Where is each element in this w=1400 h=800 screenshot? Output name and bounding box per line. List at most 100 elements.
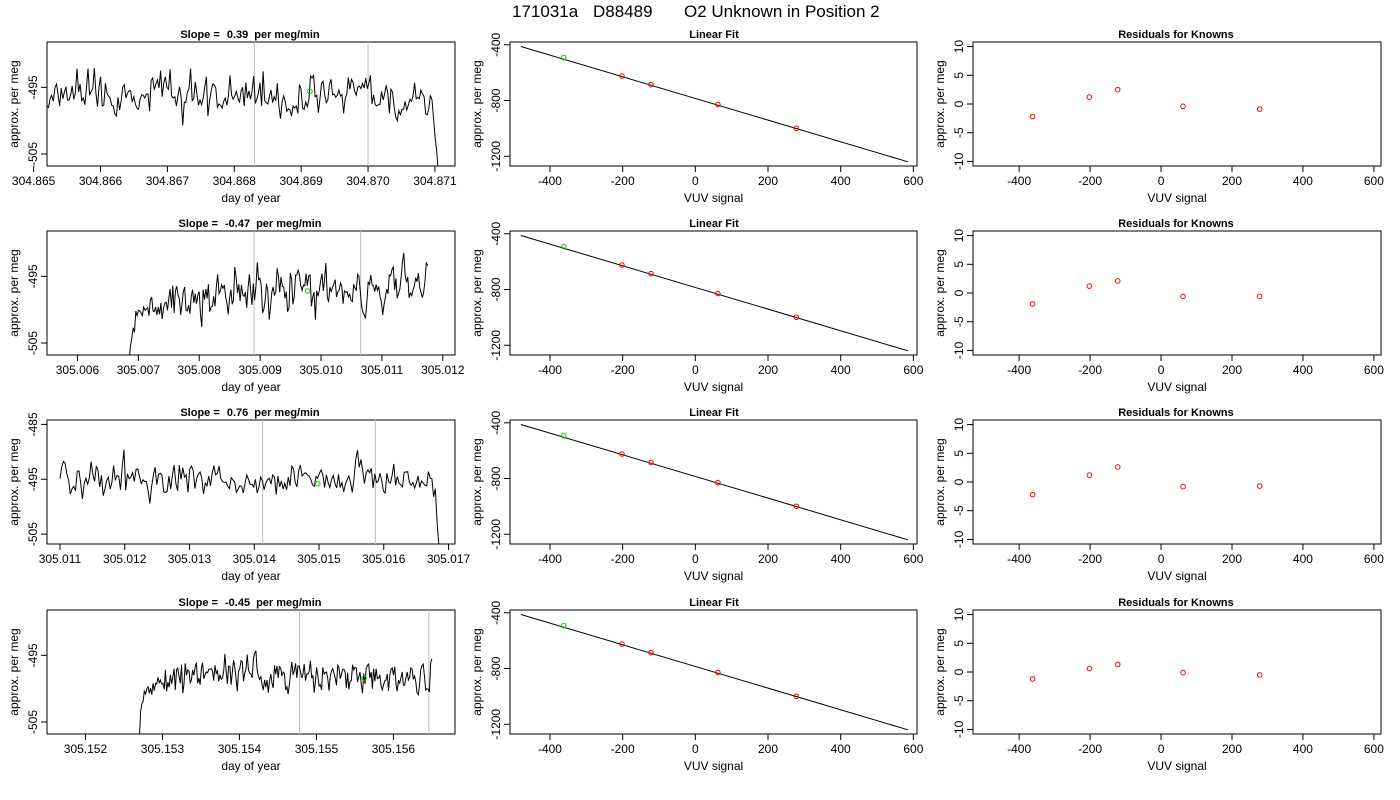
panel-row1-resid: Residuals for Knowns -400 -200 0 200 400 600 10…: [933, 29, 1384, 205]
known-point: [1180, 669, 1186, 676]
panel-title: Slope = 0.39 per meg/min: [180, 29, 320, 41]
plot-frame: [46, 230, 456, 356]
plot-frame: [46, 419, 456, 545]
y-tick-label: -5: [952, 316, 966, 327]
slope-value: 0.39: [227, 29, 248, 41]
slope-prefix: Slope =: [180, 407, 223, 419]
plot-frame: [509, 230, 918, 356]
known-point: [648, 649, 654, 656]
known-point: [715, 290, 721, 297]
plot-frame: [509, 419, 918, 545]
y-tick-label: -1200: [489, 709, 503, 740]
x-tick-label: -400: [1007, 174, 1031, 188]
y-tick-label: 10: [952, 418, 966, 432]
panel-title: Residuals for Knowns: [1118, 407, 1234, 419]
plot-frame: [972, 230, 1382, 356]
unknown-point: [307, 88, 313, 95]
plot-frame: [46, 41, 456, 167]
panel-title: Residuals for Knowns: [1118, 29, 1234, 41]
plot-area: [129, 231, 429, 355]
panel-title: Slope = -0.45 per meg/min: [179, 597, 322, 609]
y-tick-label: 0: [952, 289, 966, 296]
x-tick-label: 200: [758, 742, 778, 756]
x-tick-label: 400: [831, 742, 851, 756]
y-tick-label: -10: [952, 152, 966, 170]
x-tick-label: 305.011: [361, 363, 404, 377]
known-point: [1086, 94, 1093, 100]
y-tick-label: 10: [952, 40, 966, 54]
x-tick-label: -400: [1007, 742, 1031, 756]
y-tick-label: -505: [26, 331, 40, 355]
x-axis-label: VUV signal: [684, 191, 743, 205]
plot-area: [520, 613, 909, 731]
known-point: [1256, 293, 1263, 300]
sample-id: D88489: [593, 2, 653, 21]
panel-title: Residuals for Knowns: [1118, 218, 1234, 230]
y-tick-label: -10: [952, 530, 966, 548]
unknown-point: [361, 675, 367, 681]
x-tick-label: 305.010: [299, 363, 343, 377]
x-tick-label: 400: [1293, 552, 1313, 566]
plot-area: [1029, 661, 1263, 682]
x-tick-label: 304.868: [213, 174, 257, 188]
signal-trace: [129, 252, 429, 355]
plot-area: [47, 42, 439, 166]
plot-area: [520, 45, 909, 163]
x-tick-label: 200: [758, 363, 778, 377]
known-point: [793, 503, 800, 510]
panel-title: Linear Fit: [689, 29, 739, 41]
y-tick-label: -10: [952, 341, 966, 359]
figure-description: O2 Unknown in Position 2: [684, 2, 880, 21]
x-tick-label: 0: [692, 742, 699, 756]
x-tick-label: -400: [538, 552, 562, 566]
fit-line: [520, 423, 909, 541]
x-axis-label: VUV signal: [684, 569, 743, 583]
x-tick-label: 400: [831, 363, 851, 377]
y-tick-label: 5: [952, 72, 966, 79]
x-tick-label: 305.153: [141, 742, 185, 756]
slope-value: -0.47: [225, 218, 250, 230]
x-tick-label: 305.012: [103, 552, 147, 566]
plot-frame: [46, 609, 456, 735]
y-axis-label: approx. per meg: [470, 60, 484, 147]
y-tick-label: -400: [489, 600, 503, 624]
x-tick-label: 305.015: [297, 552, 341, 566]
y-axis-label: approx. per meg: [7, 438, 21, 525]
x-tick-label: 305.008: [178, 363, 222, 377]
run-id: 171031a: [512, 2, 579, 21]
x-axis-label: VUV signal: [684, 380, 743, 394]
y-axis-label: approx. per meg: [933, 249, 947, 336]
y-tick-label: 5: [952, 261, 966, 268]
slope-prefix: Slope =: [180, 29, 223, 41]
x-tick-label: 305.152: [64, 742, 108, 756]
plot-area: [520, 234, 909, 352]
x-tick-label: 304.867: [146, 174, 190, 188]
y-axis-label: approx. per meg: [933, 628, 947, 715]
y-tick-label: 5: [952, 450, 966, 457]
x-tick-label: -200: [611, 552, 635, 566]
x-tick-label: 305.007: [117, 363, 161, 377]
y-axis-label: approx. per meg: [7, 60, 21, 147]
x-tick-label: -200: [611, 742, 635, 756]
y-tick-label: -5: [952, 695, 966, 706]
panel-title: Linear Fit: [689, 407, 739, 419]
known-point: [715, 479, 721, 486]
slope-prefix: Slope =: [179, 597, 222, 609]
y-tick-label: -5: [952, 127, 966, 138]
y-tick-label: -495: [26, 467, 40, 491]
unknown-point: [314, 480, 321, 487]
slope-prefix: Slope =: [179, 218, 222, 230]
panel-row3-resid: Residuals for Knowns -400 -200 0 200 400 600 10…: [933, 407, 1384, 583]
x-axis-label: VUV signal: [1147, 759, 1206, 773]
y-tick-label: -10: [952, 720, 966, 738]
plot-area: [520, 423, 909, 541]
x-tick-label: 200: [1222, 742, 1242, 756]
y-tick-label: -800: [489, 277, 503, 301]
y-tick-label: -495: [26, 264, 40, 288]
y-tick-label: -400: [489, 410, 503, 434]
known-point: [619, 262, 625, 268]
panels: Slope = 0.39 per meg/min 304.865 304.866 304…: [7, 29, 1384, 773]
x-axis-label: day of year: [221, 569, 280, 583]
known-point: [1086, 472, 1093, 478]
y-tick-label: -400: [489, 221, 503, 245]
